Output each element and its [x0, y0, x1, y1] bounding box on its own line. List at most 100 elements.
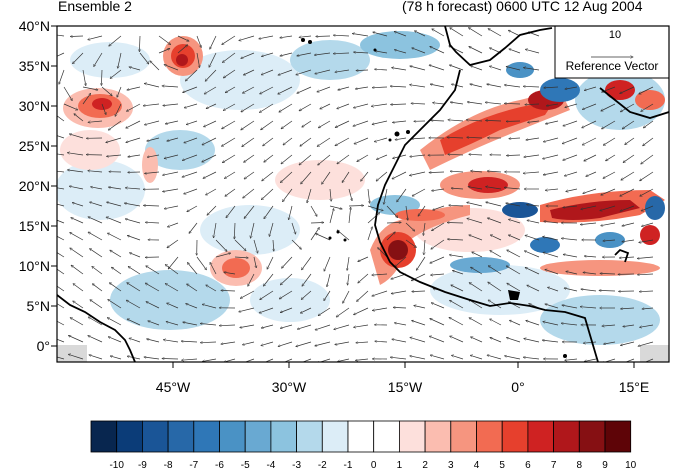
wind-vector-arrow: [580, 222, 597, 225]
wind-vector-arrow: [224, 272, 236, 275]
wind-vector-arrow: [506, 67, 521, 71]
wind-vector-arrow: [472, 252, 483, 258]
wind-vector-arrow: [584, 154, 597, 161]
wind-vector-arrow: [74, 114, 84, 122]
wind-vector-arrow: [449, 317, 464, 326]
wind-vector-arrow: [108, 299, 122, 309]
lon-label-30w: 30°W: [271, 379, 307, 395]
wind-vector-arrow: [545, 120, 559, 124]
wind-vector-arrow: [416, 256, 426, 270]
wind-vector-arrow: [524, 339, 540, 343]
wind-vector-arrow: [129, 253, 141, 258]
wind-vector-arrow: [330, 188, 331, 201]
wind-vector-arrow: [566, 188, 578, 192]
figure-title-right: (78 h forecast) 0600 UTC 12 Aug 2004: [402, 0, 643, 14]
wind-vector-arrow: [202, 154, 217, 162]
wind-vector-arrow: [127, 319, 141, 326]
wind-vector-arrow: [158, 35, 171, 45]
colorbar-swatch: [347, 420, 375, 453]
wind-vector-arrow: [244, 154, 255, 162]
wind-vector-arrow: [384, 188, 388, 204]
wind-vector-arrow: [429, 172, 445, 173]
wind-vector-arrow: [508, 30, 521, 37]
wind-vector-arrow: [291, 222, 296, 234]
wind-vector-arrow: [88, 317, 103, 326]
wind-vector-arrow: [318, 120, 331, 128]
wind-vector-arrow: [506, 266, 521, 275]
wind-vector-arrow: [411, 103, 426, 104]
colorbar-swatch: [578, 420, 606, 453]
wind-vector-arrow: [394, 31, 407, 37]
wind-vector-arrow: [90, 300, 103, 309]
colorbar-tick-label: 1: [396, 460, 403, 471]
wind-vector-arrow: [108, 187, 122, 190]
colorbar-swatch: [296, 420, 323, 453]
wind-vector-arrow: [447, 239, 464, 240]
wind-vector-arrow: [187, 205, 198, 212]
colorbar-tick-label: 3: [448, 460, 454, 471]
wind-vector-arrow: [206, 188, 217, 195]
colorbar-tick-label: -3: [292, 460, 302, 471]
wind-vector-arrow: [448, 120, 464, 121]
wind-vector-arrow: [301, 171, 312, 184]
wind-vector-arrow: [329, 209, 334, 224]
wind-vector-arrow: [203, 171, 217, 178]
wind-vector-arrow: [467, 102, 483, 105]
wind-vector-arrow: [289, 205, 293, 220]
wind-vector-arrow: [393, 307, 407, 308]
lat-label-40n: 40°N: [18, 18, 50, 34]
wind-vector-arrow: [489, 66, 502, 71]
wind-vector-arrow: [640, 188, 654, 196]
lat-label-30n: 30°N: [18, 98, 50, 114]
wind-vector-arrow: [469, 283, 483, 292]
wind-vector-arrow: [318, 307, 331, 316]
wind-vector-arrow: [386, 205, 398, 218]
wind-vector-arrow: [126, 120, 141, 128]
wind-vector-arrow: [603, 171, 616, 178]
wind-vector-arrow: [543, 154, 559, 159]
wind-vector-arrow: [367, 205, 383, 211]
wind-vector-arrow: [278, 341, 293, 346]
wind-vector-arrow: [523, 86, 540, 87]
wind-vector-arrow: [450, 336, 464, 343]
wind-vector-arrow: [57, 303, 65, 309]
wind-vector-arrow: [147, 137, 160, 141]
wind-vector-arrow: [367, 227, 372, 241]
reference-vector-caption: Reference Vector: [565, 59, 659, 73]
wind-vector-arrow: [186, 304, 198, 309]
wind-vector-arrow: [639, 86, 654, 94]
wind-vector-arrow: [82, 86, 98, 90]
colorbar-tick-label: 7: [550, 460, 557, 471]
wind-vector-arrow: [526, 321, 540, 326]
wind-vector-arrow: [91, 187, 103, 190]
wind-vector-arrow: [582, 103, 597, 109]
wind-vector-arrow: [581, 289, 597, 292]
wind-vector-arrow: [523, 357, 540, 360]
wind-vector-arrow: [338, 86, 350, 90]
wind-vector-arrow: [279, 290, 293, 299]
wind-vector-arrow: [177, 45, 188, 54]
wind-vector-arrow: [450, 28, 464, 37]
wind-vector-arrow: [281, 120, 293, 129]
wind-vector-arrow: [640, 171, 654, 181]
wind-vector-arrow: [185, 69, 198, 81]
wind-vector-arrow: [508, 235, 521, 241]
wind-vector-arrow: [57, 153, 65, 156]
wind-vector-arrow: [242, 358, 255, 362]
wind-vector-arrow: [300, 137, 312, 146]
wind-vector-arrow: [430, 84, 445, 88]
wind-vector-arrow: [586, 171, 597, 176]
wind-vector-arrow: [356, 70, 369, 71]
wind-vector-arrow: [412, 291, 426, 292]
colorbar-tick-label: -1: [343, 460, 353, 471]
wind-vector-arrow: [391, 273, 407, 279]
wind-vector-arrow: [219, 325, 236, 326]
wind-vector-arrow: [320, 103, 331, 109]
wind-vector-arrow: [127, 283, 141, 292]
wind-vector-arrow: [69, 134, 84, 139]
colorbar-tick-label: -8: [163, 460, 173, 471]
wind-vector-arrow: [94, 52, 103, 67]
wind-vector-arrow: [466, 120, 483, 121]
wind-vector-arrow: [222, 52, 236, 63]
wind-vector-arrow: [507, 283, 521, 292]
